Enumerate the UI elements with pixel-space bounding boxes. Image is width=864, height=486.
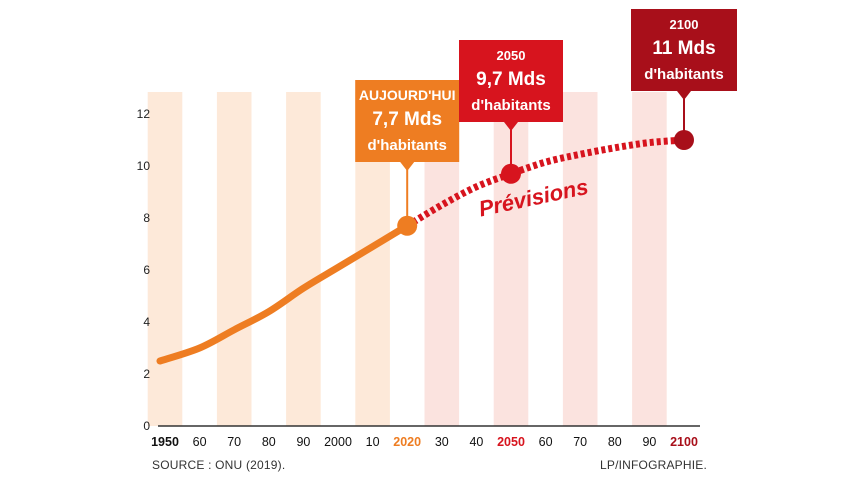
callout-box	[459, 40, 563, 122]
x-tick-label: 30	[435, 435, 449, 449]
band	[286, 92, 321, 426]
callout-box	[631, 9, 737, 91]
y-tick-label: 8	[143, 211, 150, 225]
x-tick-label: 2050	[497, 435, 525, 449]
data-point	[397, 215, 418, 236]
series-points	[397, 130, 694, 236]
callout-tip	[504, 122, 518, 131]
x-tick-label: 10	[366, 435, 380, 449]
band	[216, 92, 252, 426]
band	[562, 92, 598, 426]
callout-text: 2100	[670, 17, 699, 32]
callout-text: d'habitants	[644, 66, 723, 83]
callout-tip	[677, 91, 691, 100]
x-tick-label: 40	[469, 435, 483, 449]
forecast-line	[405, 136, 685, 229]
credit-note: LP/INFOGRAPHIE.	[600, 458, 708, 472]
y-tick-label: 6	[143, 263, 150, 277]
callout-text: d'habitants	[471, 97, 550, 114]
x-tick-label: 60	[539, 435, 553, 449]
x-tick-label: 90	[642, 435, 656, 449]
data-point	[674, 130, 694, 150]
x-tick-label: 2000	[324, 435, 352, 449]
x-tick-label: 2020	[393, 435, 421, 449]
x-axis: 1950 60 70 80 90 2000 10 2020 30 40 2050 60 70 80 90 21…	[151, 435, 698, 449]
band	[147, 92, 183, 426]
x-tick-label: 80	[608, 435, 622, 449]
callout-text: AUJOURD'HUI	[359, 87, 456, 103]
x-tick-label: 1950	[151, 435, 179, 449]
callout-tip	[400, 162, 415, 171]
observed-line	[156, 222, 411, 365]
source-note: SOURCE : ONU (2019).	[152, 458, 286, 472]
data-point	[501, 163, 521, 184]
callout-text: 11 Mds	[652, 38, 715, 59]
y-tick-label: 12	[137, 107, 151, 121]
x-tick-label: 70	[573, 435, 587, 449]
x-tick-label: 90	[296, 435, 310, 449]
x-tick-label: 60	[193, 435, 207, 449]
y-tick-label: 4	[143, 315, 150, 329]
y-tick-label: 10	[137, 159, 151, 173]
y-tick-label: 0	[143, 419, 150, 433]
callout-box	[355, 80, 460, 162]
callout-text: d'habitants	[367, 137, 446, 154]
callout-text: 2050	[497, 48, 526, 63]
x-tick-label: 80	[262, 435, 276, 449]
y-tick-label: 2	[143, 367, 150, 381]
y-axis: 0 2 4 6 8 10 12	[137, 107, 151, 433]
callout-text: 7,7 Mds	[372, 109, 442, 130]
callout-text: 9,7 Mds	[476, 69, 546, 90]
callouts: AUJOURD'HUI 7,7 Mds d'habitants 2050 9,7 Mds…	[355, 9, 737, 218]
x-tick-label: 2100	[670, 435, 698, 449]
band	[632, 92, 667, 426]
x-tick-label: 70	[227, 435, 241, 449]
